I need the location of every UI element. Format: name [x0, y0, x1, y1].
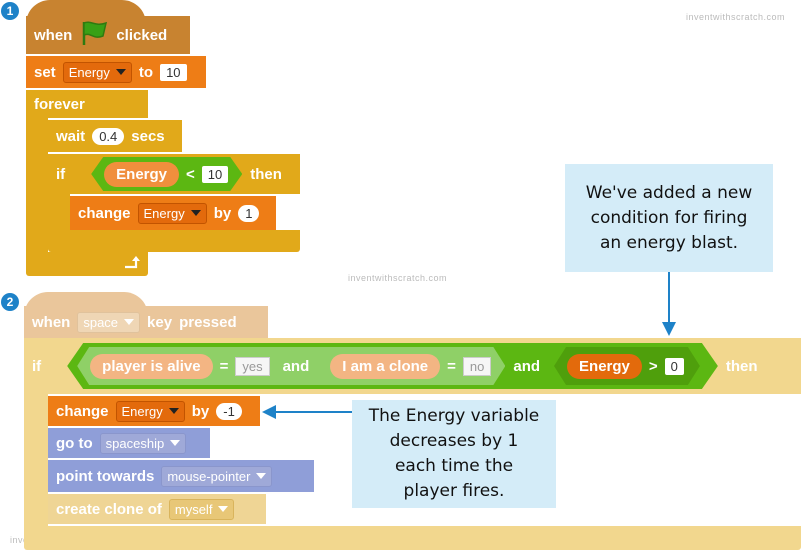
- energy-reporter[interactable]: Energy: [104, 162, 179, 187]
- arrow-left-icon: [262, 402, 354, 427]
- target-name: spaceship: [105, 435, 165, 451]
- point-towards-block[interactable]: point towards mouse-pointer: [48, 460, 314, 492]
- callout-new-condition: We've added a new condition for firing a…: [565, 164, 773, 272]
- equals-operator-alive[interactable]: player is alive = yes: [83, 354, 276, 379]
- if-bottom-arm: [24, 526, 801, 550]
- if-bottom-arm: [48, 230, 300, 252]
- when-label: when: [32, 313, 71, 331]
- when-key-pressed-block[interactable]: when space key pressed: [24, 306, 268, 338]
- alive-value-input[interactable]: yes: [235, 357, 269, 376]
- change-value-input[interactable]: -1: [216, 402, 242, 420]
- variable-name: Energy: [68, 64, 110, 80]
- change-label: change: [78, 204, 131, 222]
- if-label: if: [56, 165, 66, 183]
- if-left-arm: [48, 194, 70, 234]
- energy-reporter[interactable]: Energy: [567, 354, 642, 379]
- by-label: by: [191, 402, 210, 420]
- change-value-input[interactable]: 1: [238, 204, 260, 222]
- watermark-top-right: inventwithscratch.com: [686, 12, 786, 22]
- when-label: when: [34, 26, 73, 44]
- arrow-down-icon: [659, 272, 679, 343]
- chevron-down-icon: [124, 319, 135, 325]
- step-badge-1: 1: [1, 2, 19, 20]
- player-is-alive-reporter[interactable]: player is alive: [90, 354, 212, 379]
- secs-label: secs: [131, 127, 165, 145]
- greater-than-operator[interactable]: Energy > 0: [554, 347, 700, 385]
- clone-target-dropdown[interactable]: myself: [168, 498, 235, 520]
- energy-min-input[interactable]: 0: [665, 358, 684, 375]
- and-label: and: [282, 357, 310, 375]
- callout-text: The Energy variable decreases by 1 each …: [368, 406, 540, 501]
- compare-value-input[interactable]: 10: [202, 166, 228, 183]
- if-left-arm: [24, 394, 48, 534]
- wait-block[interactable]: wait 0.4 secs: [48, 120, 182, 152]
- i-am-a-clone-reporter[interactable]: I am a clone: [330, 354, 440, 379]
- set-value-input[interactable]: 10: [160, 63, 187, 81]
- variable-dropdown[interactable]: Energy: [115, 400, 185, 422]
- when-flag-clicked-block[interactable]: when clicked: [26, 16, 190, 54]
- equals-label: =: [447, 357, 456, 375]
- key-label: key: [147, 313, 173, 331]
- target-dropdown[interactable]: spaceship: [99, 432, 187, 454]
- pressed-label: pressed: [179, 313, 237, 331]
- variable-name: Energy: [121, 403, 163, 419]
- chevron-down-icon: [218, 506, 229, 512]
- key-name: space: [83, 314, 119, 330]
- operator-label: <: [186, 165, 195, 183]
- forever-left-arm: [26, 118, 48, 258]
- and-label: and: [513, 357, 541, 375]
- loop-arrow-icon: [122, 255, 144, 278]
- if-energy-block[interactable]: if Energy < 10 then: [48, 154, 300, 194]
- and-operator-outer[interactable]: player is alive = yes and I am a clone =…: [67, 343, 718, 389]
- variable-name: Energy: [143, 205, 185, 221]
- less-than-operator[interactable]: Energy < 10: [91, 157, 242, 191]
- callout-energy-decrease: The Energy variable decreases by 1 each …: [352, 400, 556, 508]
- if-fire-condition-block[interactable]: if player is alive = yes and I am a clon…: [24, 338, 801, 394]
- equals-operator-clone[interactable]: I am a clone = no: [323, 354, 491, 379]
- variable-dropdown[interactable]: Energy: [137, 202, 207, 224]
- variable-dropdown[interactable]: Energy: [62, 61, 132, 83]
- clicked-label: clicked: [116, 26, 168, 44]
- change-energy-block[interactable]: change Energy by -1: [48, 396, 260, 426]
- point-towards-label: point towards: [56, 467, 155, 485]
- go-to-block[interactable]: go to spaceship: [48, 428, 210, 458]
- by-label: by: [213, 204, 232, 222]
- forever-label: forever: [34, 95, 85, 113]
- step-badge-2: 2: [1, 293, 19, 311]
- then-label: then: [725, 357, 758, 375]
- target-dropdown[interactable]: mouse-pointer: [161, 465, 273, 487]
- key-dropdown[interactable]: space: [77, 311, 141, 333]
- create-clone-block[interactable]: create clone of myself: [48, 494, 266, 524]
- set-label: set: [34, 63, 56, 81]
- target-name: myself: [174, 501, 213, 517]
- change-energy-block[interactable]: change Energy by 1: [70, 196, 276, 230]
- callout-text: We've added a new condition for firing a…: [585, 182, 753, 253]
- chevron-down-icon: [190, 210, 201, 216]
- forever-bottom-arm: [26, 252, 148, 276]
- target-name: mouse-pointer: [167, 468, 251, 484]
- create-clone-label: create clone of: [56, 500, 162, 518]
- then-label: then: [250, 165, 282, 183]
- clone-value-input[interactable]: no: [463, 357, 491, 376]
- chevron-down-icon: [170, 440, 181, 446]
- change-label: change: [56, 402, 109, 420]
- go-to-label: go to: [56, 434, 93, 452]
- forever-block[interactable]: forever: [26, 90, 148, 118]
- equals-label: =: [219, 357, 229, 375]
- to-label: to: [138, 63, 154, 81]
- and-operator-inner[interactable]: player is alive = yes and I am a clone =…: [77, 347, 505, 385]
- chevron-down-icon: [115, 69, 126, 75]
- if-label: if: [32, 357, 42, 375]
- green-flag-icon: [79, 20, 109, 50]
- chevron-down-icon: [256, 473, 267, 479]
- operator-label: >: [648, 357, 658, 375]
- wait-value-input[interactable]: 0.4: [92, 127, 125, 145]
- wait-label: wait: [56, 127, 86, 145]
- watermark-middle: inventwithscratch.com: [348, 273, 448, 283]
- set-energy-block[interactable]: set Energy to 10: [26, 56, 206, 88]
- chevron-down-icon: [168, 408, 179, 414]
